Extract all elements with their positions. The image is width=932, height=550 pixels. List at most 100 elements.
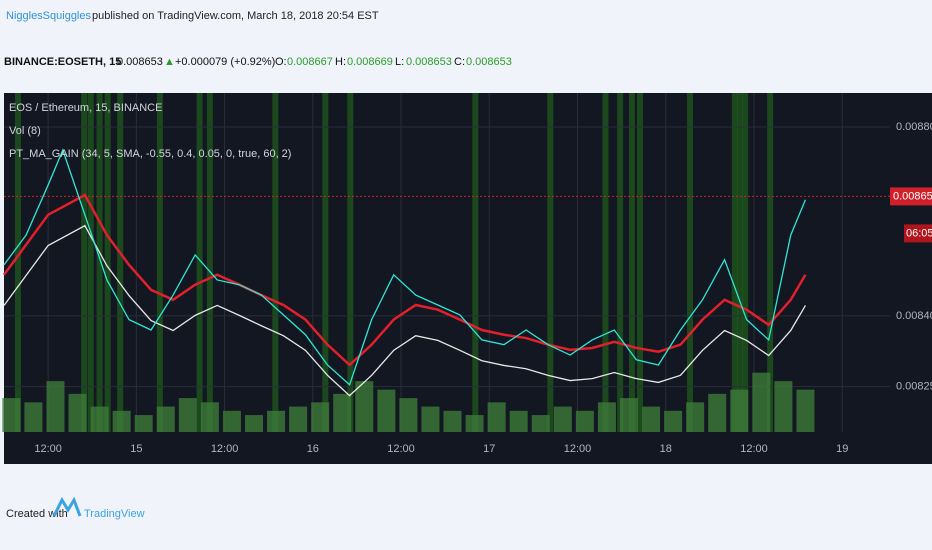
open-label: O: — [275, 56, 287, 68]
x-tick-label: 15 — [130, 443, 142, 455]
signal-band — [347, 93, 354, 432]
signal-band — [767, 93, 774, 432]
volume-bar — [774, 381, 793, 432]
series-line — [3, 148, 807, 386]
brand[interactable]: TradingView — [84, 508, 145, 520]
signal-band — [104, 93, 111, 432]
x-tick-label: 18 — [660, 443, 672, 455]
series-line — [3, 224, 807, 397]
volume-bar — [200, 402, 219, 432]
volume-bar — [244, 415, 263, 432]
x-tick-label: 12:00 — [564, 443, 592, 455]
low: 0.008653 — [406, 56, 452, 68]
signal-band — [156, 93, 163, 432]
high-label: H: — [335, 56, 346, 68]
volume-bar — [68, 393, 87, 432]
volume-bar — [333, 393, 352, 432]
volume-bar — [487, 402, 506, 432]
arrow: ▲ — [164, 56, 175, 68]
signal-band — [737, 93, 744, 432]
series-line — [2, 193, 807, 367]
close-label: C: — [454, 56, 465, 68]
x-tick-label: 19 — [836, 443, 848, 455]
x-tick-label: 12:00 — [740, 443, 768, 455]
volume-bar — [752, 372, 771, 432]
volume-bar — [642, 406, 661, 432]
high: 0.008669 — [347, 56, 393, 68]
signal-band — [547, 93, 554, 432]
open: 0.008667 — [287, 56, 333, 68]
volume-bar — [730, 389, 749, 432]
x-tick-label: 12:00 — [387, 443, 415, 455]
signal-band — [602, 93, 609, 432]
volume-bar — [112, 410, 131, 432]
signal-band — [196, 93, 203, 432]
signal-band — [628, 93, 635, 432]
signal-band — [617, 93, 624, 432]
volume-bar — [355, 381, 374, 432]
last-price-label: 0.008653 — [893, 190, 932, 202]
signal-band — [14, 93, 21, 432]
y-tick-label: 0.008250 — [896, 381, 932, 393]
logo — [52, 496, 82, 517]
volume-bar — [531, 415, 550, 432]
signal-band — [117, 93, 124, 432]
countdown: 06:05 — [906, 227, 932, 239]
signal-band — [81, 93, 88, 432]
plot: 0.008800 0.008400 0.008250 12:00 15 12:00 16 12… — [2, 93, 932, 455]
volume-bar — [178, 398, 197, 432]
volume-bar — [399, 398, 418, 432]
last-price-badge — [890, 187, 932, 206]
x-tick-label: 17 — [483, 443, 495, 455]
created: Created with — [6, 508, 68, 520]
signal-band — [322, 93, 329, 432]
last: 0.008653 — [117, 56, 163, 68]
legend-entry: EOS / Ethereum, 15, BINANCE — [9, 102, 162, 114]
volume-bar — [686, 402, 705, 432]
volume-bar — [575, 410, 594, 432]
volume-bar — [2, 398, 21, 432]
volume-bar — [443, 410, 462, 432]
volume-bar — [708, 393, 727, 432]
time-axis — [4, 432, 932, 464]
price-axis — [890, 93, 932, 432]
volume-bar — [796, 389, 815, 432]
volume-bar — [156, 406, 175, 432]
volume-bar — [289, 406, 308, 432]
signal-band — [687, 93, 694, 432]
volume-bar — [311, 402, 330, 432]
signal-band — [272, 93, 279, 432]
volume-bar — [597, 402, 616, 432]
volume-bar — [553, 406, 572, 432]
signal-band — [731, 93, 738, 432]
signal-band — [472, 93, 479, 432]
close: 0.008653 — [466, 56, 512, 68]
volume-bar — [90, 406, 109, 432]
volume-bar — [267, 410, 286, 432]
volume-bar — [421, 406, 440, 432]
volume-bar — [134, 415, 153, 432]
quote-line: BINANCE:EOSETH, 15 0.008653 ▲ +0.000079 … — [4, 56, 512, 68]
symbol: BINANCE:EOSETH, 15 — [4, 56, 121, 68]
volume-bar — [664, 410, 683, 432]
signal-band — [637, 93, 644, 432]
volume-bar — [465, 415, 484, 432]
x-tick-label: 12:00 — [34, 443, 62, 455]
volume-bar — [619, 398, 638, 432]
change: +0.000079 (+0.92%) — [175, 56, 275, 68]
signal-band — [742, 93, 749, 432]
legend-entry: Vol (8) — [9, 125, 41, 137]
x-tick-label: 16 — [307, 443, 319, 455]
signal-band — [87, 93, 94, 432]
y-tick-label: 0.008400 — [896, 310, 932, 322]
signal-band — [96, 93, 103, 432]
volume-bar — [46, 381, 65, 432]
countdown-badge — [904, 224, 932, 243]
y-tick-label: 0.008800 — [896, 121, 932, 133]
author: NigglesSquiggles — [6, 10, 91, 22]
x-tick-label: 12:00 — [211, 443, 239, 455]
legend-entry: PT_MA_GAIN (34, 5, SMA, -0.55, 0.4, 0.05… — [9, 148, 291, 160]
low-label: L: — [395, 56, 404, 68]
